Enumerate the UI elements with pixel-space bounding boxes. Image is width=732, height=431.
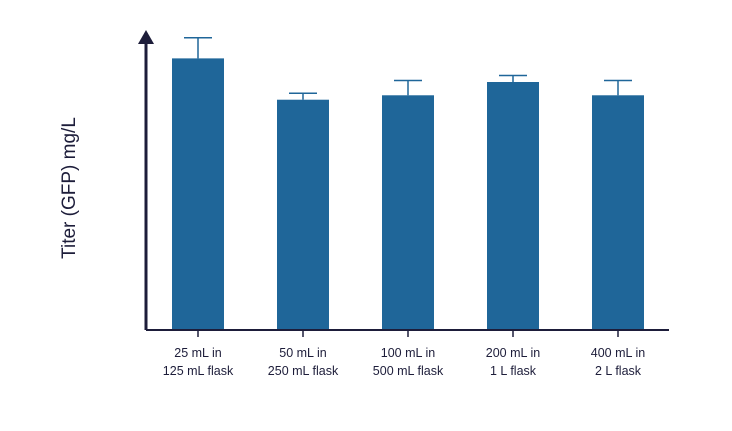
error-bar — [289, 92, 317, 100]
bars-group — [172, 58, 644, 331]
error-bar — [394, 79, 422, 96]
x-tick-labels-group: 25 mL in 125 mL flask 50 mL in 250 mL flask… — [163, 346, 645, 378]
bar — [487, 82, 539, 330]
x-tick-label: 200 mL in 1 L flask — [486, 346, 540, 378]
x-tick-label: 25 mL in 125 mL flask — [163, 346, 234, 378]
x-tick-label: 400 mL in 2 L flask — [591, 346, 645, 378]
x-tick-label: 50 mL in 250 mL flask — [268, 346, 339, 378]
error-bar — [184, 36, 212, 59]
bar — [382, 95, 434, 331]
error-bar — [499, 74, 527, 82]
bar — [172, 58, 224, 330]
y-axis-title: Titer (GFP) mg/L — [59, 117, 80, 259]
error-bars-group — [184, 36, 632, 100]
bar — [592, 95, 644, 331]
x-ticks-group — [197, 330, 619, 337]
bar — [277, 99, 329, 330]
x-tick-label: 100 mL in 500 mL flask — [373, 346, 444, 378]
error-bar — [604, 79, 632, 96]
y-axis-arrowhead — [138, 30, 154, 44]
